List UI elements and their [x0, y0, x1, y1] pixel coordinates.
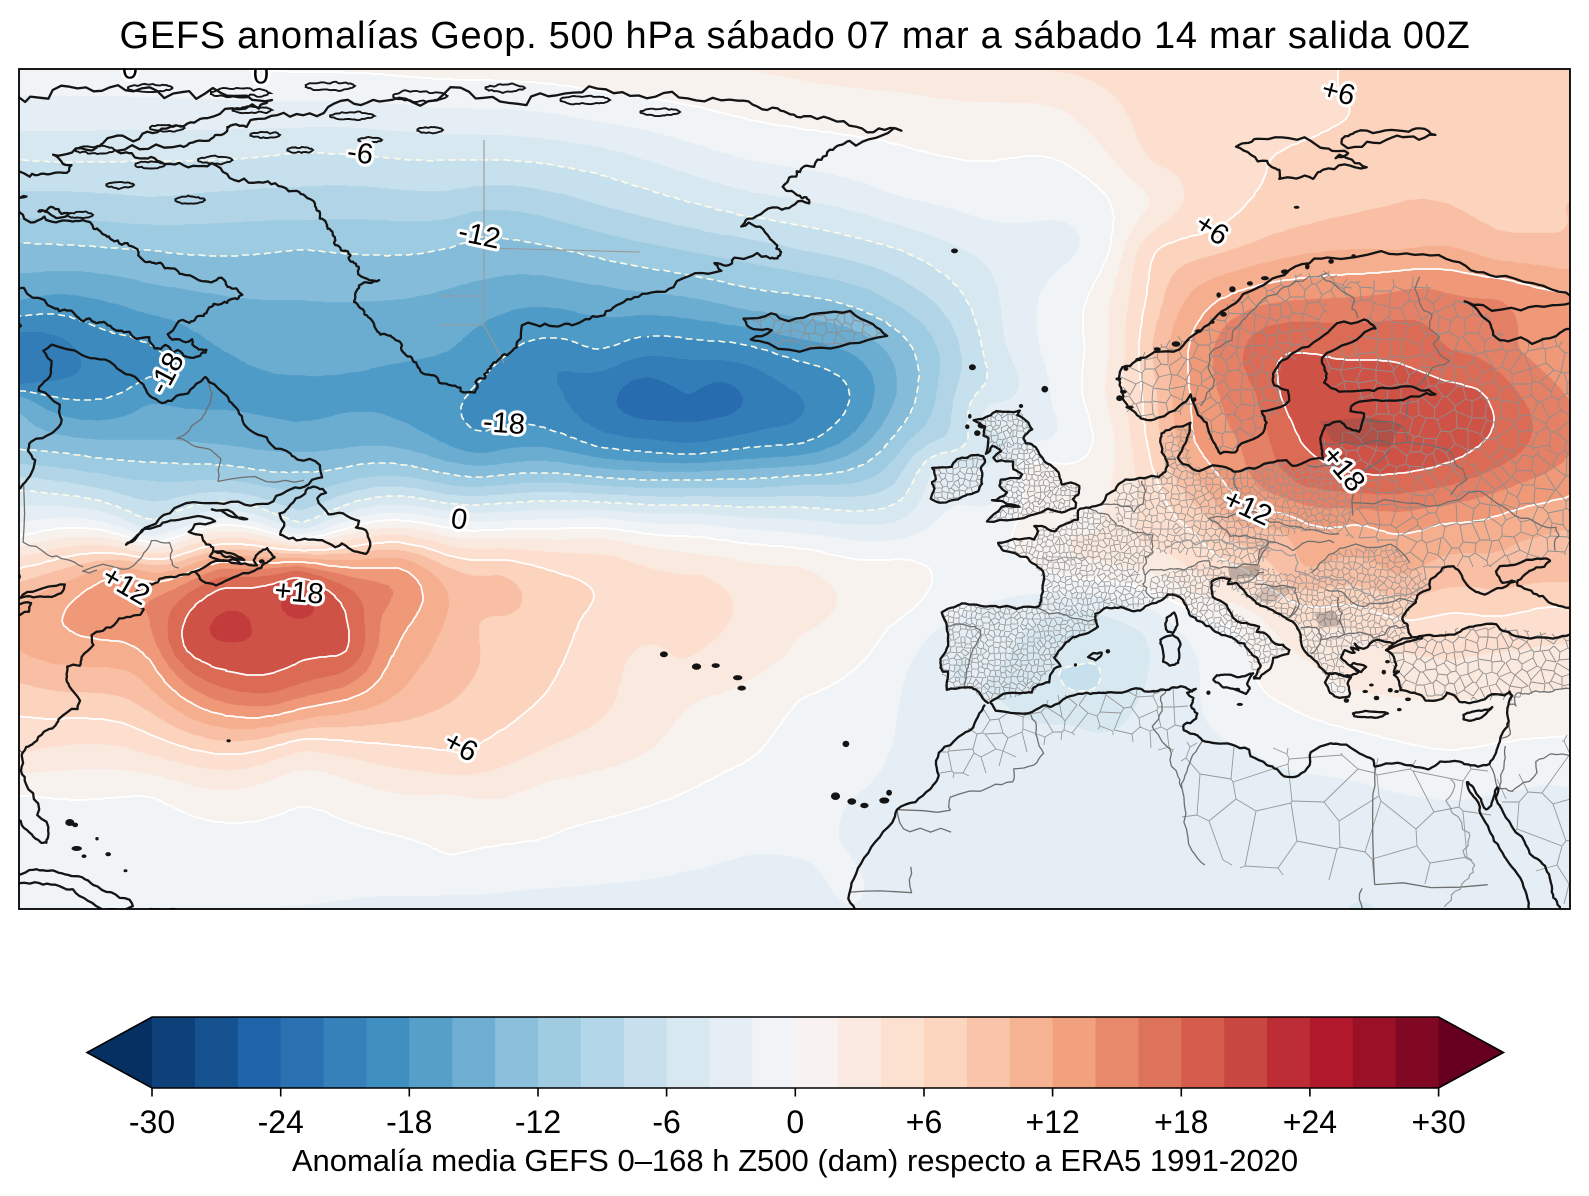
svg-text:+18: +18 [1154, 1104, 1208, 1140]
svg-text:-6: -6 [652, 1104, 680, 1140]
svg-text:-24: -24 [258, 1104, 304, 1140]
svg-text:0: 0 [253, 59, 269, 91]
svg-text:Anomalía media GEFS 0–168 h Z5: Anomalía media GEFS 0–168 h Z500 (dam) r… [292, 1143, 1298, 1178]
svg-text:-18: -18 [386, 1104, 432, 1140]
svg-text:0: 0 [786, 1104, 804, 1140]
svg-text:+18: +18 [273, 575, 325, 611]
svg-text:-6: -6 [345, 136, 375, 171]
svg-text:-18: -18 [482, 406, 526, 441]
svg-text:-30: -30 [129, 1104, 175, 1140]
svg-text:-12: -12 [515, 1104, 561, 1140]
svg-text:GEFS anomalías Geop. 500 hPa s: GEFS anomalías Geop. 500 hPa sábado 07 m… [120, 15, 1471, 57]
svg-text:0: 0 [122, 54, 138, 86]
svg-text:+6: +6 [906, 1104, 942, 1140]
svg-text:+12: +12 [1025, 1104, 1079, 1140]
svg-text:+24: +24 [1283, 1104, 1337, 1140]
svg-text:+30: +30 [1411, 1104, 1465, 1140]
